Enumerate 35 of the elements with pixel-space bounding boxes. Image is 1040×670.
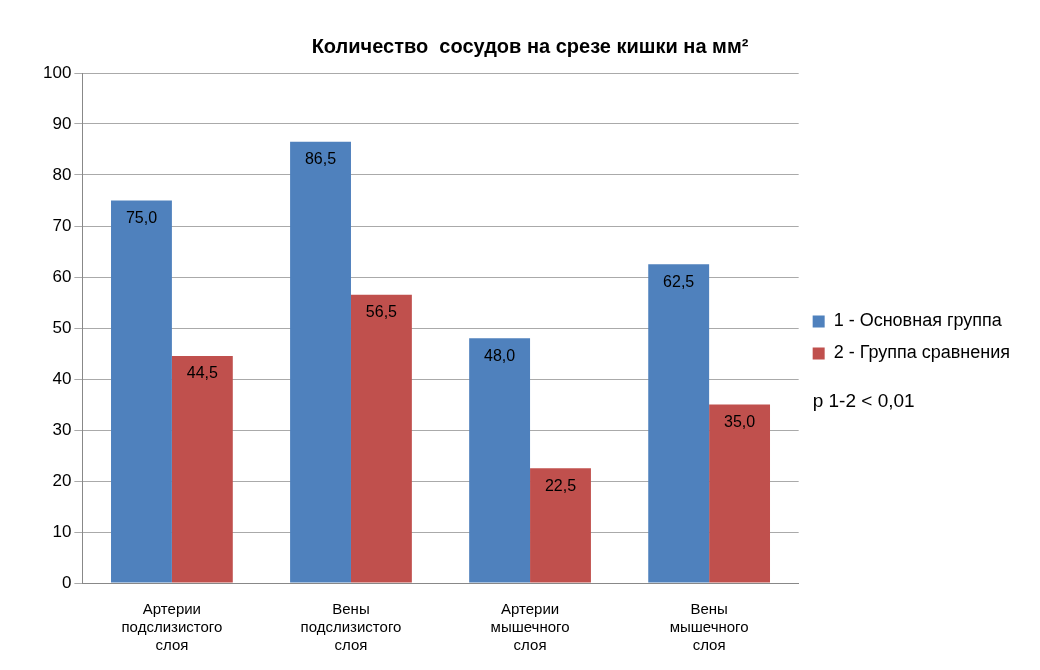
data-label: 75,0 bbox=[125, 208, 158, 226]
data-label: 48,0 bbox=[484, 346, 516, 364]
data-label: 62,5 bbox=[663, 272, 695, 290]
legend-label: 2 - Группа сравнения bbox=[833, 342, 1011, 363]
bar bbox=[171, 356, 233, 583]
y-tick-label: 50 bbox=[52, 317, 72, 337]
bar bbox=[290, 141, 351, 583]
y-tick-label: 20 bbox=[52, 470, 72, 490]
y-tick-label: 80 bbox=[52, 164, 72, 184]
x-tick-label: Вены мышечного слоя bbox=[669, 600, 749, 654]
y-tick-label: 90 bbox=[52, 113, 72, 133]
bar bbox=[469, 338, 531, 583]
y-tick-label: 40 bbox=[52, 368, 72, 388]
data-label: 44,5 bbox=[186, 364, 219, 382]
data-label: 35,0 bbox=[724, 412, 756, 430]
x-tick-label: Вены подслизистого слоя bbox=[300, 600, 402, 654]
y-tick-label: 0 bbox=[61, 572, 72, 592]
y-tick-label: 60 bbox=[52, 266, 72, 286]
x-tick-label: Артерии мышечного слоя bbox=[490, 600, 570, 654]
y-tick-label: 30 bbox=[52, 419, 72, 439]
data-label: 22,5 bbox=[544, 476, 577, 494]
data-label: 56,5 bbox=[365, 303, 398, 321]
y-tick-label: 10 bbox=[52, 521, 72, 541]
legend-label: 1 - Основная группа bbox=[833, 310, 1003, 331]
data-label: 86,5 bbox=[304, 150, 337, 168]
bar bbox=[111, 200, 172, 583]
bar bbox=[648, 264, 710, 583]
y-tick-label: 70 bbox=[52, 215, 72, 235]
bar bbox=[530, 468, 591, 583]
chart-title: Количество сосудов на срезе кишки на мм² bbox=[311, 34, 749, 57]
text: p 1-2 < 0,01 bbox=[812, 390, 915, 412]
y-tick-label: 100 bbox=[42, 62, 72, 82]
x-tick-label: Артерии подслизистого слоя bbox=[121, 600, 223, 654]
bar bbox=[350, 294, 412, 583]
bar bbox=[709, 404, 771, 583]
